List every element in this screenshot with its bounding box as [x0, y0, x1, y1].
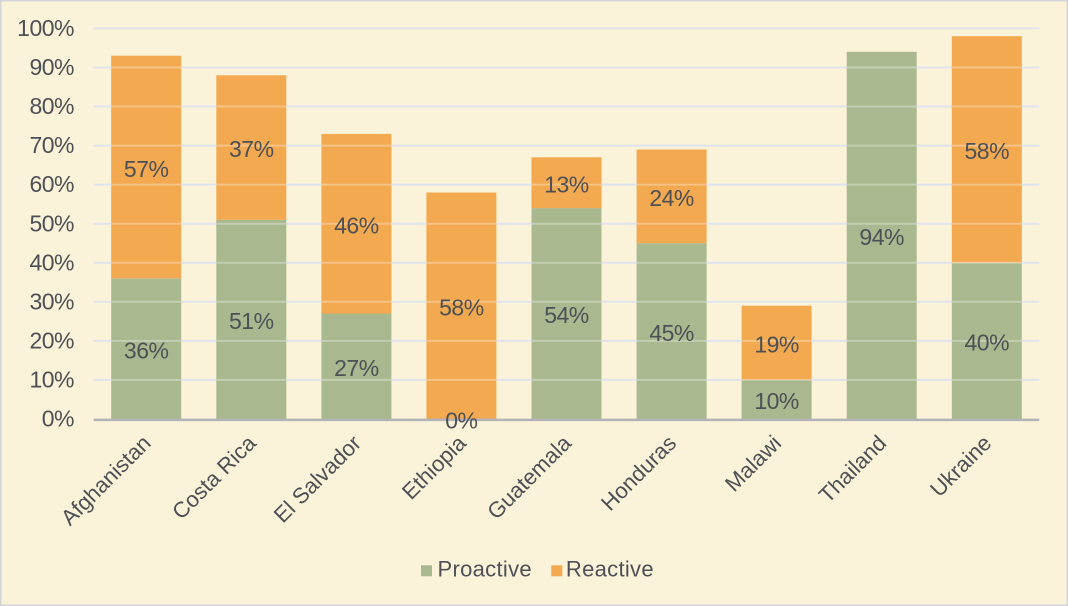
svg-text:27%: 27% — [334, 355, 379, 381]
svg-text:46%: 46% — [334, 212, 379, 238]
svg-text:57%: 57% — [124, 156, 169, 182]
svg-text:100%: 100% — [17, 15, 74, 41]
svg-text:Reactive: Reactive — [566, 557, 654, 582]
svg-text:24%: 24% — [649, 185, 694, 211]
svg-text:45%: 45% — [649, 320, 694, 346]
svg-text:0%: 0% — [445, 408, 477, 434]
svg-text:10%: 10% — [754, 388, 799, 414]
svg-text:37%: 37% — [229, 136, 274, 162]
svg-text:30%: 30% — [29, 288, 74, 314]
svg-text:54%: 54% — [544, 302, 589, 328]
svg-text:94%: 94% — [859, 224, 904, 250]
svg-text:50%: 50% — [29, 210, 74, 236]
svg-text:10%: 10% — [29, 367, 74, 393]
svg-text:40%: 40% — [965, 330, 1010, 356]
svg-text:0%: 0% — [42, 406, 74, 432]
svg-text:60%: 60% — [29, 171, 74, 197]
svg-text:70%: 70% — [29, 132, 74, 158]
svg-text:13%: 13% — [544, 171, 589, 197]
svg-text:36%: 36% — [124, 337, 169, 363]
svg-text:90%: 90% — [29, 54, 74, 80]
svg-text:19%: 19% — [754, 332, 799, 358]
svg-text:58%: 58% — [965, 138, 1010, 164]
svg-text:20%: 20% — [29, 328, 74, 354]
svg-text:40%: 40% — [29, 249, 74, 275]
svg-text:Proactive: Proactive — [438, 557, 532, 582]
svg-text:58%: 58% — [439, 294, 484, 320]
svg-text:80%: 80% — [29, 93, 74, 119]
svg-text:51%: 51% — [229, 308, 274, 334]
